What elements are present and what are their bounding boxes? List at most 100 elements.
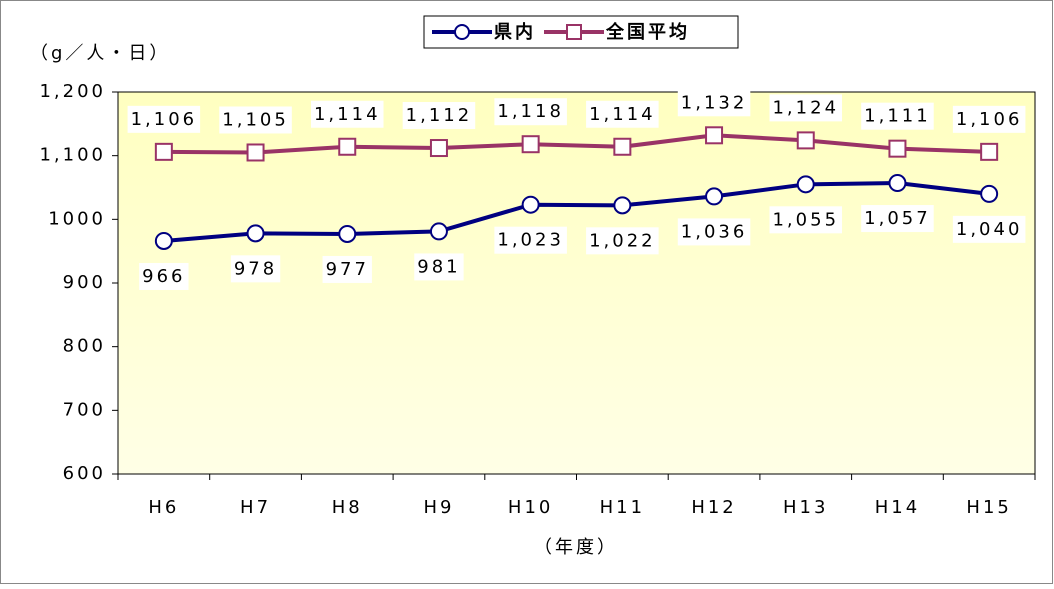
data-label-group: 1,132 — [677, 89, 751, 117]
y-tick-label: 1,200 — [39, 81, 106, 102]
point — [246, 224, 265, 243]
y-tick-label: 1,100 — [39, 145, 106, 166]
x-axis-label: （年度） — [534, 537, 618, 558]
legend: 県内 全国平均 — [423, 15, 739, 49]
x-tick-label: H7 — [240, 497, 271, 518]
data-label: 978 — [234, 258, 277, 279]
data-label-group: 1,057 — [861, 205, 934, 233]
data-label: 977 — [326, 259, 369, 280]
x-tick-label: H12 — [691, 497, 736, 518]
data-label-bg — [127, 105, 201, 133]
data-label-bg — [402, 102, 476, 130]
point — [154, 142, 173, 161]
data-label-group: 1,124 — [769, 94, 843, 122]
series-line — [163, 133, 990, 155]
point — [888, 139, 907, 158]
point — [246, 143, 265, 162]
point — [796, 131, 815, 150]
data-label-bg — [494, 226, 567, 254]
data-label: 1,114 — [589, 104, 656, 125]
x-tick-label: H15 — [966, 497, 1011, 518]
data-label-group: 1,106 — [952, 105, 1026, 133]
legend-marker — [566, 24, 582, 40]
plot-area — [117, 91, 1036, 475]
data-label-group: 1,055 — [769, 206, 843, 234]
data-label-group: 1,118 — [494, 98, 567, 126]
x-tick-label: H6 — [148, 497, 179, 518]
point — [521, 195, 540, 214]
data-label-bg — [586, 227, 659, 255]
x-tick-label: H10 — [508, 497, 553, 518]
data-label: 1,036 — [681, 221, 748, 242]
data-label: 966 — [142, 266, 185, 287]
y-tick-label: 700 — [63, 399, 106, 420]
data-label-group: 1,036 — [677, 218, 751, 246]
data-label: 1,114 — [314, 104, 381, 125]
data-label-bg — [769, 94, 843, 122]
point — [613, 137, 632, 156]
data-label: 1,132 — [681, 92, 748, 113]
data-label: 1,124 — [772, 97, 839, 118]
x-tick-label: H9 — [423, 497, 454, 518]
data-label: 1,023 — [497, 230, 564, 251]
data-label-bg — [861, 102, 934, 130]
data-label-bg — [861, 205, 934, 233]
legend-label: 県内 — [494, 21, 536, 43]
point — [429, 139, 448, 158]
point — [796, 175, 815, 194]
y-tick-label: 1000 — [48, 208, 106, 229]
data-label-bg — [139, 262, 189, 290]
point — [705, 126, 724, 145]
data-label: 1,106 — [956, 109, 1023, 130]
data-label-group: 1,114 — [310, 100, 384, 128]
legend-marker — [454, 24, 470, 40]
point — [980, 184, 999, 203]
point — [521, 135, 540, 154]
data-label: 1,106 — [131, 109, 198, 130]
data-label-bg — [952, 105, 1026, 133]
data-label: 1,040 — [956, 219, 1023, 240]
data-label-group: 977 — [322, 255, 372, 283]
data-label-group: 1,106 — [127, 105, 201, 133]
data-label-group: 978 — [230, 255, 281, 283]
data-label-bg — [952, 215, 1026, 243]
point — [980, 142, 999, 161]
x-tick-label: H13 — [783, 497, 828, 518]
legend-label: 全国平均 — [605, 21, 690, 43]
data-label-bg — [322, 255, 372, 283]
data-label-bg — [219, 106, 292, 134]
x-tick-label: H8 — [332, 497, 363, 518]
point — [429, 222, 448, 241]
y-tick-label: 800 — [63, 336, 106, 357]
y-tick-label: 900 — [63, 272, 106, 293]
data-label: 1,111 — [864, 106, 931, 127]
data-label: 1,112 — [406, 105, 473, 126]
data-label-bg — [677, 218, 751, 246]
data-label-group: 1,040 — [952, 215, 1026, 243]
point — [613, 196, 632, 215]
x-tick-label: H11 — [600, 497, 645, 518]
point — [154, 231, 173, 250]
data-label-bg — [414, 253, 464, 281]
point — [338, 137, 357, 156]
data-label-group: 1,111 — [861, 102, 934, 130]
point — [338, 224, 357, 243]
data-label: 1,105 — [222, 109, 289, 130]
data-label-bg — [310, 100, 384, 128]
data-label-group: 1,023 — [494, 226, 567, 254]
data-label: 981 — [417, 256, 460, 277]
data-label-group: 966 — [139, 262, 189, 290]
data-label-bg — [494, 98, 567, 126]
data-label-group: 1,022 — [586, 227, 659, 255]
point — [888, 174, 907, 193]
data-label-group: 1,112 — [402, 102, 476, 130]
series-line — [163, 181, 990, 243]
y-axis-label: （g／人・日） — [30, 43, 170, 64]
data-label: 1,055 — [772, 209, 839, 230]
point — [705, 187, 724, 206]
x-tick-label: H14 — [875, 497, 920, 518]
data-label-group: 1,114 — [586, 100, 659, 128]
data-label: 1,057 — [864, 208, 931, 229]
